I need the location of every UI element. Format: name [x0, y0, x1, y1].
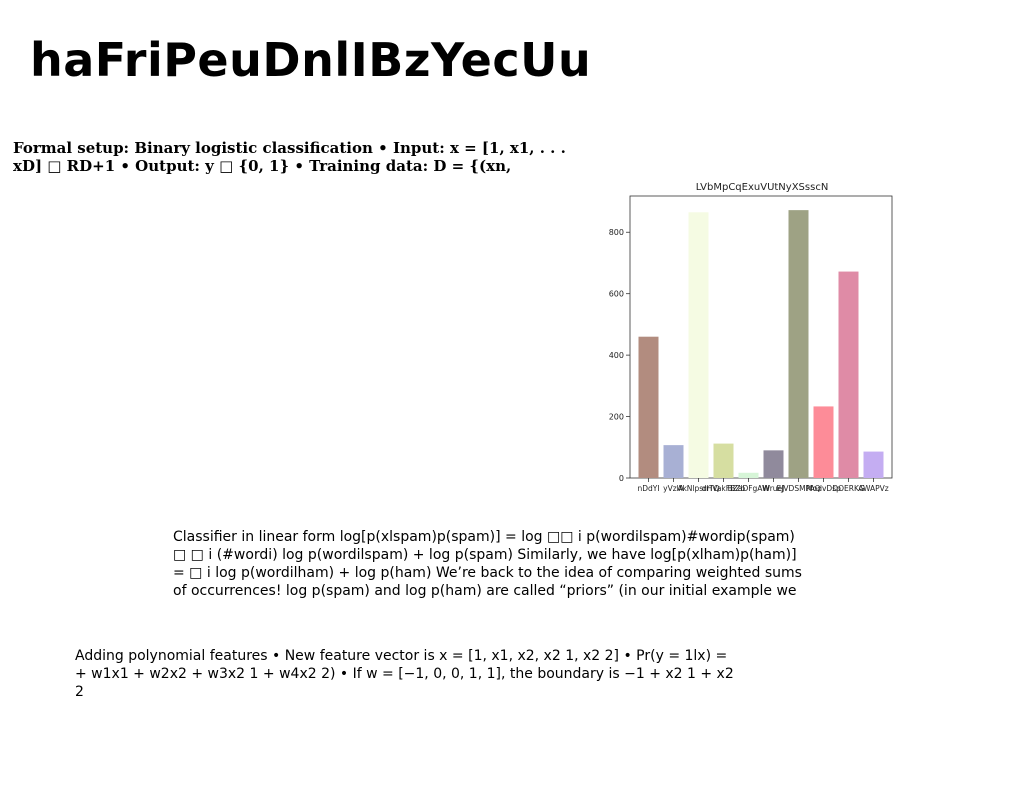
- x-tick-label: AkNlpsrrTQ: [677, 484, 719, 493]
- y-tick-label: 400: [609, 351, 624, 360]
- bar: [788, 210, 809, 478]
- x-tick-label: EJVDSMPAQ: [776, 484, 820, 493]
- x-tick-label: ModvDsp: [806, 484, 841, 493]
- chart-title: LVbMpCqExuVUtNyXSsscN: [696, 182, 829, 193]
- plot-frame: [629, 195, 893, 479]
- formal-setup-text: Formal setup: Binary logistic classifica…: [13, 139, 566, 175]
- bar-chart: LVbMpCqExuVUtNyXSsscN 0 200 400 600 800 nDdYI…: [609, 182, 893, 493]
- y-tick-label: 0: [619, 474, 624, 483]
- x-tick-label: AWAPVz: [858, 484, 889, 493]
- bar: [688, 212, 709, 478]
- bar: [663, 445, 684, 478]
- y-tick-label: 200: [609, 413, 624, 422]
- polynomial-features-text: Adding polynomial features • New feature…: [75, 648, 734, 700]
- bar: [713, 443, 734, 478]
- x-tick-label: BZaDFgAW: [728, 484, 770, 493]
- x-tick-label: DOERKG: [832, 484, 865, 493]
- bar: [863, 451, 884, 478]
- y-tick-label: 800: [609, 228, 624, 237]
- x-tick-label: WrueJ: [763, 484, 785, 493]
- classifier-text: Classifier in linear form log[p(xlspam)p…: [173, 529, 802, 599]
- x-tick-label: nDdYI: [637, 484, 659, 493]
- y-tick-label: 600: [609, 290, 624, 299]
- x-tick-label: dHVakFBZb: [702, 484, 745, 493]
- bar: [763, 450, 784, 478]
- bar: [638, 336, 659, 478]
- bar: [813, 406, 834, 478]
- bar: [738, 472, 759, 478]
- bar: [838, 271, 859, 478]
- slide-title: haFriPeuDnlIBzYecUu: [30, 33, 592, 87]
- x-tick-label: yVzlA: [663, 484, 685, 493]
